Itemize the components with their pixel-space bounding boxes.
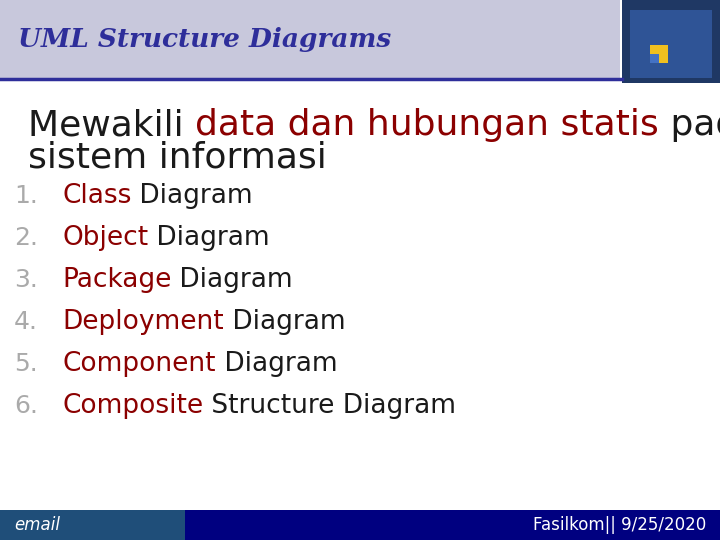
Text: data dan hubungan statis: data dan hubungan statis <box>195 108 659 142</box>
Bar <box>630 10 712 78</box>
Bar <box>622 0 720 83</box>
Text: Deployment: Deployment <box>62 309 224 335</box>
Text: Structure Diagram: Structure Diagram <box>203 393 456 419</box>
Text: UML Structure Diagrams: UML Structure Diagrams <box>18 26 391 51</box>
Text: Fasilkom|| 9/25/2020: Fasilkom|| 9/25/2020 <box>533 516 706 534</box>
Text: Class: Class <box>62 183 131 209</box>
Bar <box>650 54 659 63</box>
Text: email: email <box>14 516 60 534</box>
Text: 6.: 6. <box>14 394 38 418</box>
Bar <box>0 510 185 540</box>
Text: Diagram: Diagram <box>224 309 346 335</box>
Bar <box>0 0 620 78</box>
Bar <box>650 45 668 63</box>
Text: Component: Component <box>62 351 215 377</box>
Bar <box>185 510 720 540</box>
Text: 4.: 4. <box>14 310 38 334</box>
Text: Diagram: Diagram <box>131 183 253 209</box>
Text: Diagram: Diagram <box>215 351 337 377</box>
Text: Package: Package <box>62 267 171 293</box>
Text: 2.: 2. <box>14 226 38 250</box>
Text: Diagram: Diagram <box>148 225 270 251</box>
Text: Object: Object <box>62 225 148 251</box>
Text: pada: pada <box>659 108 720 142</box>
Text: Composite: Composite <box>62 393 203 419</box>
Text: 5.: 5. <box>14 352 38 376</box>
Text: 1.: 1. <box>14 184 38 208</box>
Text: Diagram: Diagram <box>171 267 293 293</box>
Text: Mewakili: Mewakili <box>28 108 195 142</box>
Text: sistem informasi: sistem informasi <box>28 140 327 174</box>
Text: 3.: 3. <box>14 268 38 292</box>
